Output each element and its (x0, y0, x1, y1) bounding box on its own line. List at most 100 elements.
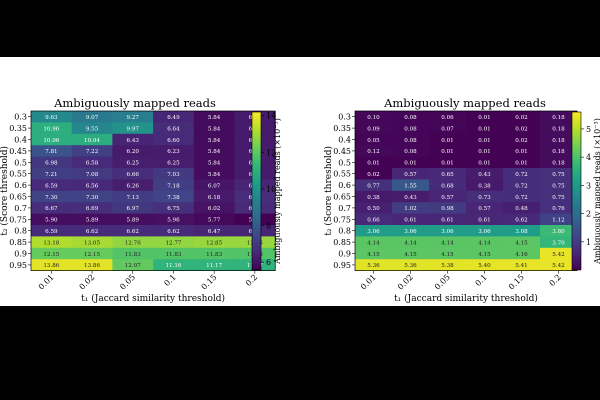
x-tick-label: 0.01 (359, 273, 378, 292)
heatmap-cell (466, 133, 504, 146)
heatmap-cell (429, 202, 467, 214)
cell-value-label: 4.15 (441, 252, 454, 258)
heatmap-cell (112, 122, 154, 135)
cell-value-label: 0.75 (552, 195, 565, 201)
heatmap-cell (540, 122, 578, 135)
cell-value-label: 7.21 (45, 172, 57, 178)
cell-value-label: 6.98 (45, 161, 58, 167)
heatmap-cell (71, 168, 113, 180)
heatmap-cell (193, 168, 235, 180)
cell-value-label: 4.15 (404, 252, 417, 258)
y-tick-label: 0.8 (338, 227, 351, 236)
cell-value-label: 0.18 (552, 161, 565, 167)
heatmap-cell (31, 111, 73, 123)
cell-value-label: 0.01 (478, 161, 490, 167)
heatmap-cell (355, 259, 393, 271)
heatmap-cell (71, 259, 113, 271)
cell-value-label: 0.08 (404, 115, 417, 121)
heatmap-cell (193, 190, 235, 203)
cell-value-label: 5.42 (552, 252, 565, 258)
heatmap-cell (31, 190, 73, 203)
heatmap-cell (429, 179, 467, 192)
cell-value-label: 6.20 (127, 149, 140, 155)
heatmap-cell (71, 179, 113, 192)
heatmap-cell (153, 259, 195, 271)
cell-value-label: 6.23 (167, 149, 180, 155)
cell-value-label: 6.25 (127, 161, 140, 167)
y-tick-label: 0.6 (338, 181, 351, 190)
heatmap-cell (31, 213, 73, 226)
heatmap-cell (540, 225, 578, 237)
cell-value-label: 6.69 (86, 206, 99, 212)
heatmap-cell (193, 145, 235, 157)
cell-value-label: 7.03 (167, 172, 180, 178)
cell-value-label: 9.27 (127, 115, 140, 121)
y-tick-label: 0.3 (14, 113, 27, 122)
cell-value-label: 5.84 (208, 149, 221, 155)
heatmap-cell (540, 259, 578, 271)
cell-value-label: 5.77 (208, 218, 221, 224)
heatmap-cell (193, 202, 235, 214)
x-tick-label: 0.15 (200, 273, 219, 292)
heatmap-cell (355, 145, 393, 157)
heatmap-cell (153, 111, 195, 123)
heatmap-cell (112, 247, 154, 260)
colorbar-tick-label: 2 (586, 210, 591, 219)
cell-value-label: 10.96 (43, 126, 59, 132)
heatmap-cell (193, 225, 235, 237)
cell-value-label: 1.12 (552, 218, 565, 224)
heatmap-cell (193, 179, 235, 192)
heatmap-cell (503, 202, 541, 214)
heatmap-cell (355, 111, 393, 123)
cell-value-label: 5.84 (208, 161, 221, 167)
colorbar-tick-label: 1 (586, 238, 591, 247)
cell-value-label: 7.13 (127, 195, 140, 201)
cell-value-label: 5.96 (167, 218, 180, 224)
cell-value-label: 6.59 (45, 183, 58, 189)
cell-value-label: 0.50 (367, 206, 380, 212)
y-tick-label: 0.75 (333, 215, 351, 224)
heatmap-cell (540, 247, 578, 260)
heatmap-cell (466, 168, 504, 180)
cell-value-label: 5.84 (208, 115, 221, 121)
cell-value-label: 0.07 (441, 126, 454, 132)
heatmap-cell (466, 145, 504, 157)
heatmap-cell (153, 133, 195, 146)
cell-value-label: 6.02 (208, 206, 221, 212)
cell-value-label: 6.67 (45, 206, 58, 212)
y-tick-label: 0.4 (338, 136, 351, 145)
cell-value-label: 6.47 (208, 229, 221, 235)
cell-value-label: 6.97 (127, 206, 140, 212)
y-tick-label: 0.95 (333, 261, 351, 270)
heatmap-cell (112, 202, 154, 214)
chart-title: Ambiguously mapped reads (383, 96, 546, 110)
cell-value-label: 5.36 (404, 263, 417, 269)
heatmap-cell (193, 111, 235, 123)
heatmap-cell (466, 179, 504, 192)
heatmap-cell (392, 168, 430, 180)
cell-value-label: 0.62 (515, 218, 528, 224)
cell-value-label: 6.25 (167, 161, 180, 167)
heatmap-figure: Ambiguously mapped reads 9.63 9.07 9.27 6.49… (0, 96, 600, 304)
cell-value-label: 6.64 (167, 126, 180, 132)
y-tick-label: 0.45 (333, 147, 351, 156)
x-tick-label: 0.02 (396, 273, 415, 292)
chart-title: Ambiguously mapped reads (53, 96, 216, 110)
cell-value-label: 0.08 (404, 149, 417, 155)
cell-value-label: 0.18 (552, 126, 565, 132)
colorbar-label: Ambiguously mapped reads (×10⁻³) (273, 118, 282, 265)
heatmap-cell (466, 225, 504, 237)
heatmap-cell (31, 168, 73, 180)
cell-value-label: 0.57 (404, 172, 417, 178)
heatmap-cell (503, 111, 541, 123)
cell-value-label: 11.83 (206, 252, 222, 258)
cell-value-label: 5.84 (208, 138, 221, 144)
heatmap-cell (540, 145, 578, 157)
cell-value-label: 9.55 (86, 126, 99, 132)
cell-value-label: 5.41 (515, 263, 527, 269)
cell-value-label: 0.75 (552, 172, 565, 178)
cell-value-label: 9.07 (86, 115, 99, 121)
cell-value-label: 4.15 (367, 252, 380, 258)
cell-value-label: 1.55 (404, 183, 417, 189)
cell-value-label: 12.15 (84, 252, 100, 258)
